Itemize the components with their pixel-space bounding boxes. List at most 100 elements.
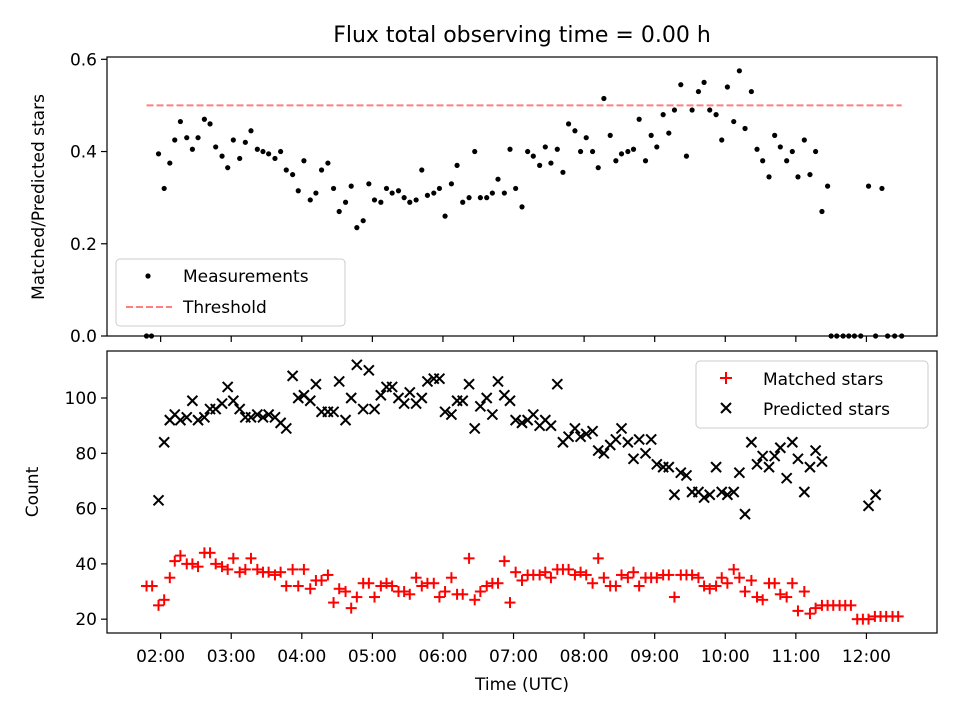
y-axis-label-bottom: Count bbox=[23, 466, 43, 517]
legend-top: Measurements Threshold bbox=[115, 258, 346, 327]
measurement-point bbox=[789, 148, 795, 155]
bottom-ytick-label: 60 bbox=[75, 500, 97, 520]
matched-stars-point bbox=[316, 574, 328, 586]
predicted-stars-point bbox=[351, 359, 363, 371]
measurement-point bbox=[413, 197, 419, 203]
matched-stars-point bbox=[733, 572, 745, 584]
matched-stars-point bbox=[668, 591, 680, 603]
matched-stars-point bbox=[721, 577, 733, 589]
predicted-stars-point bbox=[592, 444, 604, 457]
measurement-point bbox=[565, 121, 572, 127]
measurement-point bbox=[630, 146, 637, 152]
predicted-stars-point bbox=[174, 414, 187, 426]
matched-stars-point bbox=[575, 566, 587, 578]
matched-stars-point bbox=[510, 566, 522, 578]
measurement-point bbox=[342, 199, 349, 205]
matched-stars-point bbox=[251, 563, 263, 575]
measurement-point bbox=[395, 188, 402, 194]
predicted-stars-point bbox=[768, 450, 781, 462]
measurement-point bbox=[548, 160, 554, 166]
measurement-point bbox=[625, 148, 631, 155]
legend-matched-marker bbox=[720, 372, 732, 384]
matched-stars-point bbox=[239, 563, 251, 575]
predicted-stars-point bbox=[639, 447, 652, 460]
measurement-point bbox=[225, 165, 231, 171]
predicted-stars-point bbox=[721, 489, 734, 501]
predicted-stars-point bbox=[198, 411, 211, 424]
top-ticks-layer: 0.0 0.2 0.4 0.6 bbox=[70, 50, 868, 347]
matched-stars-point bbox=[622, 572, 634, 584]
measurement-point bbox=[219, 153, 225, 159]
predicted-stars-point bbox=[704, 489, 716, 501]
measurement-point bbox=[713, 112, 719, 118]
measurement-point bbox=[683, 153, 690, 159]
measurement-point bbox=[495, 176, 501, 182]
predicted-stars-point bbox=[663, 461, 675, 473]
predicted-stars-point bbox=[445, 408, 458, 421]
matched-stars-point bbox=[516, 574, 528, 586]
measurement-point bbox=[318, 167, 325, 173]
predicted-stars-point bbox=[798, 486, 811, 498]
measurement-point bbox=[819, 208, 825, 215]
top-ytick-label: 0.0 bbox=[70, 327, 97, 347]
matched-stars-point bbox=[786, 577, 798, 589]
measurement-point bbox=[577, 148, 584, 155]
matched-stars-point bbox=[457, 588, 469, 600]
xtick-label: 03:00 bbox=[207, 647, 256, 667]
matched-stars-point bbox=[492, 577, 504, 589]
matched-stars-point bbox=[380, 577, 392, 589]
matched-stars-point bbox=[469, 594, 481, 606]
measurement-point bbox=[237, 155, 243, 162]
matched-stars-point bbox=[169, 555, 181, 567]
measurement-point bbox=[731, 118, 737, 125]
measurement-point bbox=[407, 199, 413, 205]
measurement-point bbox=[489, 190, 495, 196]
matched-stars-point bbox=[333, 583, 345, 595]
measurement-point bbox=[554, 146, 560, 152]
top-ytick-label: 0.6 bbox=[70, 50, 97, 70]
matched-stars-point bbox=[410, 572, 422, 584]
predicted-stars-point bbox=[345, 392, 357, 404]
matched-stars-point bbox=[804, 608, 816, 620]
predicted-stars-point bbox=[474, 400, 487, 413]
measurement-point bbox=[678, 82, 684, 88]
measurement-point bbox=[383, 185, 390, 192]
predicted-stars-point bbox=[363, 364, 375, 377]
predicted-stars-point bbox=[763, 461, 775, 473]
matched-stars-point bbox=[863, 613, 875, 625]
count-panel: Count Time (UTC) 20 40 60 80 100 02:00 03:00 04… bbox=[23, 350, 938, 695]
measurement-point bbox=[595, 165, 601, 171]
predicted-stars-point bbox=[292, 392, 304, 404]
predicted-stars-point bbox=[698, 491, 710, 504]
matched-stars-point bbox=[174, 550, 186, 562]
matched-stars-point bbox=[686, 569, 698, 581]
predicted-stars-point bbox=[310, 378, 322, 390]
measurement-point bbox=[760, 158, 766, 164]
predicted-stars-point bbox=[804, 461, 816, 473]
predicted-stars-point bbox=[192, 414, 204, 426]
predicted-stars-point bbox=[245, 411, 257, 424]
matched-stars-point bbox=[587, 577, 599, 589]
matched-stars-point bbox=[704, 583, 716, 595]
predicted-stars-point bbox=[668, 489, 681, 501]
matched-stars-point bbox=[269, 569, 281, 581]
predicted-stars-point bbox=[615, 422, 628, 435]
measurement-point bbox=[283, 167, 289, 173]
measurement-point bbox=[348, 183, 354, 189]
top-ytick-label: 0.4 bbox=[70, 143, 97, 163]
matched-stars-point bbox=[710, 580, 722, 592]
matched-stars-point bbox=[774, 588, 786, 600]
matched-stars-point bbox=[328, 597, 340, 609]
measurement-point bbox=[378, 199, 384, 205]
measurement-point bbox=[519, 204, 525, 210]
predicted-stars-point bbox=[481, 392, 493, 404]
measurement-point bbox=[442, 213, 448, 219]
measurement-point bbox=[401, 195, 407, 201]
predicted-stars-point bbox=[633, 433, 645, 446]
matched-stars-point bbox=[210, 558, 222, 570]
matched-stars-point bbox=[739, 586, 751, 598]
matched-stars-point bbox=[728, 563, 740, 575]
measurement-point bbox=[513, 185, 519, 192]
measurement-point bbox=[572, 128, 578, 134]
matched-stars-point bbox=[498, 555, 510, 567]
